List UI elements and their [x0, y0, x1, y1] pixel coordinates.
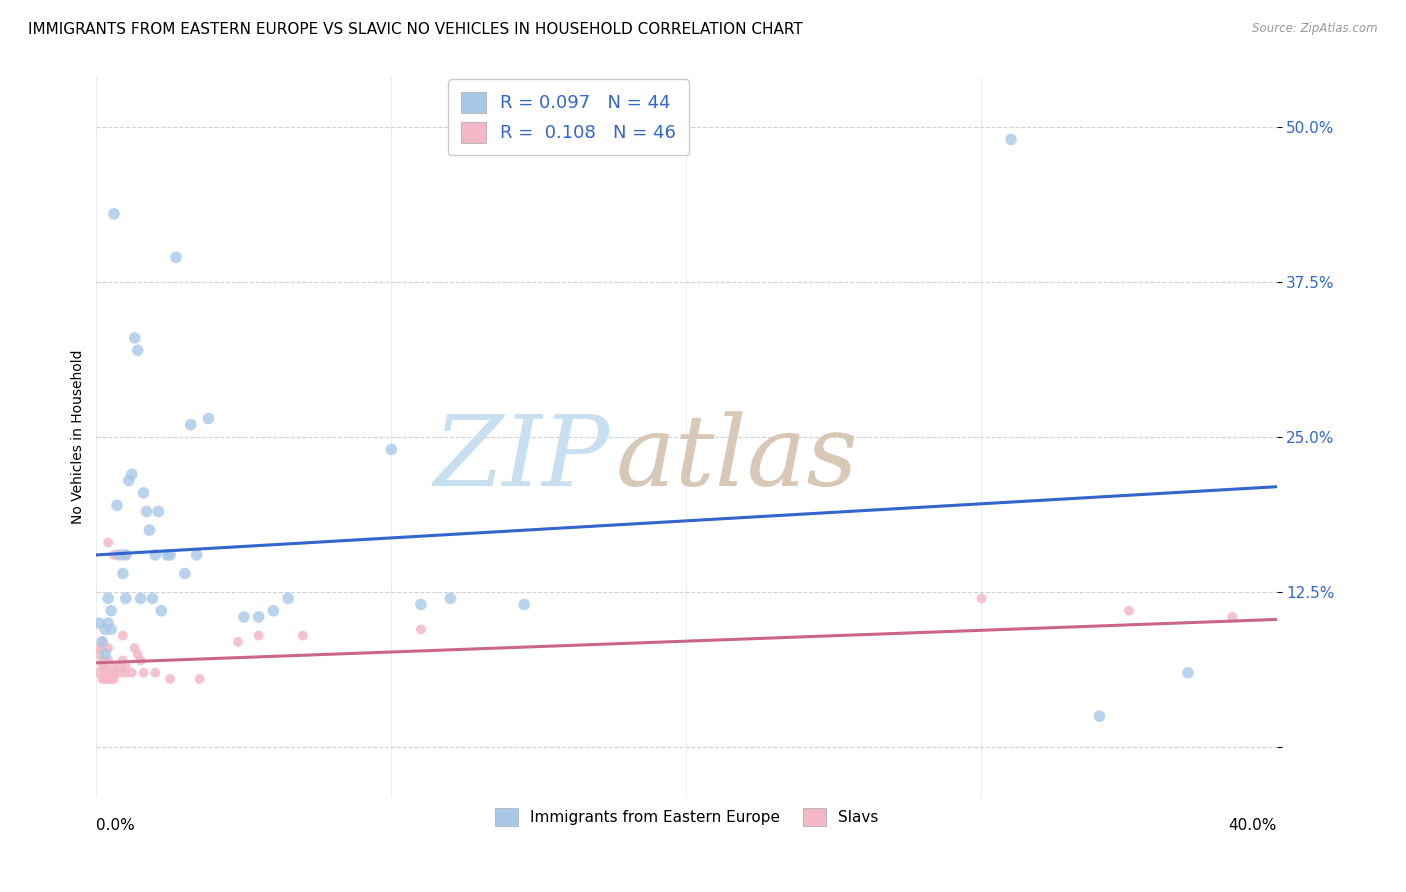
Point: [173, 566, 195, 581]
Point: [94, 623, 117, 637]
Point: [89, 640, 111, 655]
Point: [513, 598, 536, 612]
Point: [91, 659, 114, 673]
Point: [97, 535, 120, 549]
Point: [148, 504, 170, 518]
Point: [91, 634, 114, 648]
Point: [180, 417, 202, 432]
Point: [262, 604, 284, 618]
Point: [108, 659, 131, 673]
Point: [111, 566, 134, 581]
Point: [94, 665, 117, 680]
Point: [103, 207, 125, 221]
Point: [97, 653, 120, 667]
Point: [97, 591, 120, 606]
Point: [291, 629, 314, 643]
Point: [143, 548, 166, 562]
Text: 40.0%: 40.0%: [1229, 818, 1277, 833]
Point: [159, 672, 181, 686]
Point: [111, 629, 134, 643]
Point: [150, 604, 173, 618]
Point: [115, 591, 138, 606]
Point: [380, 442, 402, 457]
Point: [129, 653, 152, 667]
Text: ZIP: ZIP: [433, 411, 610, 507]
Point: [165, 250, 187, 264]
Point: [1088, 709, 1111, 723]
Point: [94, 672, 117, 686]
Point: [105, 548, 128, 562]
Point: [100, 665, 122, 680]
Point: [103, 548, 125, 562]
Point: [127, 647, 149, 661]
Point: [1177, 665, 1199, 680]
Point: [105, 499, 128, 513]
Point: [100, 672, 122, 686]
Point: [124, 331, 146, 345]
Point: [277, 591, 299, 606]
Legend: Immigrants from Eastern Europe, Slavs: Immigrants from Eastern Europe, Slavs: [488, 801, 884, 832]
Point: [91, 653, 114, 667]
Point: [439, 591, 461, 606]
Point: [115, 659, 138, 673]
Point: [97, 616, 120, 631]
Point: [232, 610, 254, 624]
Text: 0.0%: 0.0%: [97, 818, 135, 833]
Point: [247, 610, 270, 624]
Point: [409, 598, 432, 612]
Point: [91, 640, 114, 655]
Point: [111, 653, 134, 667]
Point: [100, 604, 122, 618]
Point: [409, 623, 432, 637]
Point: [135, 504, 157, 518]
Point: [94, 647, 117, 661]
Point: [132, 665, 155, 680]
Point: [89, 665, 111, 680]
Point: [118, 474, 141, 488]
Point: [89, 616, 111, 631]
Point: [94, 653, 117, 667]
Point: [121, 467, 143, 482]
Point: [115, 548, 138, 562]
Point: [186, 548, 208, 562]
Point: [89, 647, 111, 661]
Point: [108, 665, 131, 680]
Text: atlas: atlas: [616, 411, 859, 507]
Point: [159, 548, 181, 562]
Text: Source: ZipAtlas.com: Source: ZipAtlas.com: [1253, 22, 1378, 36]
Point: [138, 523, 160, 537]
Point: [1000, 132, 1022, 146]
Point: [1220, 610, 1243, 624]
Point: [91, 634, 114, 648]
Point: [115, 665, 138, 680]
Point: [100, 672, 122, 686]
Point: [247, 629, 270, 643]
Point: [108, 548, 131, 562]
Point: [103, 665, 125, 680]
Point: [94, 659, 117, 673]
Point: [141, 591, 163, 606]
Point: [124, 640, 146, 655]
Point: [143, 665, 166, 680]
Point: [156, 548, 179, 562]
Point: [197, 411, 219, 425]
Point: [97, 640, 120, 655]
Point: [91, 672, 114, 686]
Text: IMMIGRANTS FROM EASTERN EUROPE VS SLAVIC NO VEHICLES IN HOUSEHOLD CORRELATION CH: IMMIGRANTS FROM EASTERN EUROPE VS SLAVIC…: [28, 22, 803, 37]
Point: [188, 672, 211, 686]
Point: [97, 672, 120, 686]
Point: [103, 659, 125, 673]
Point: [121, 665, 143, 680]
Point: [100, 623, 122, 637]
Point: [1118, 604, 1140, 618]
Point: [970, 591, 993, 606]
Point: [115, 548, 138, 562]
Point: [127, 343, 149, 358]
Y-axis label: No Vehicles in Household: No Vehicles in Household: [72, 350, 86, 524]
Point: [226, 634, 249, 648]
Point: [132, 486, 155, 500]
Point: [129, 591, 152, 606]
Point: [103, 672, 125, 686]
